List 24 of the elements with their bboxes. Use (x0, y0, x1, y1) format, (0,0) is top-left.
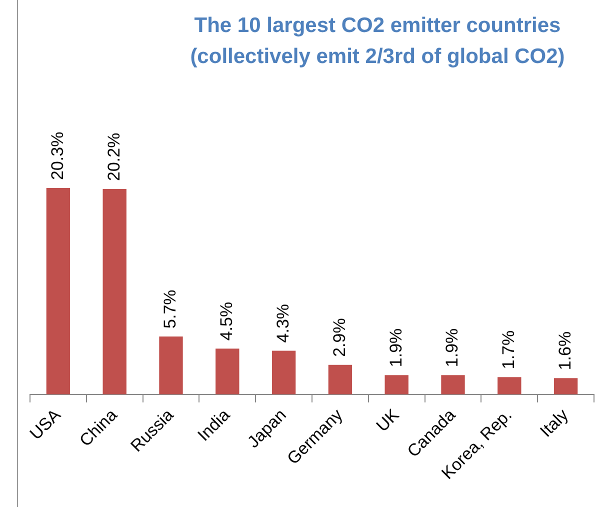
data-label: 4.3% (273, 304, 292, 343)
bar (159, 336, 183, 394)
bar (102, 189, 126, 394)
bar (554, 378, 578, 394)
bar (498, 377, 522, 394)
x-tick-label: Italy (536, 405, 572, 441)
data-label: 1.9% (442, 328, 462, 368)
data-label: 20.2% (104, 132, 124, 182)
data-label: 1.6% (555, 331, 574, 370)
data-label: 1.7% (499, 330, 518, 370)
bar (441, 375, 465, 394)
data-label: 20.3% (48, 132, 67, 180)
bar (272, 350, 296, 394)
chart-title: The 10 largest CO2 emitter countries (collectively emit 2/3rd of global CO2) (189, 13, 566, 70)
x-tick-label: USA (26, 404, 65, 444)
x-tick-label: UK (372, 404, 404, 436)
bar (216, 348, 240, 394)
bar (384, 375, 408, 394)
data-label: 5.7% (160, 290, 180, 328)
bar (328, 364, 352, 394)
bar (46, 188, 70, 394)
data-label: 1.9% (386, 328, 406, 368)
data-label: 2.9% (330, 318, 349, 357)
data-label: 4.5% (217, 302, 236, 341)
